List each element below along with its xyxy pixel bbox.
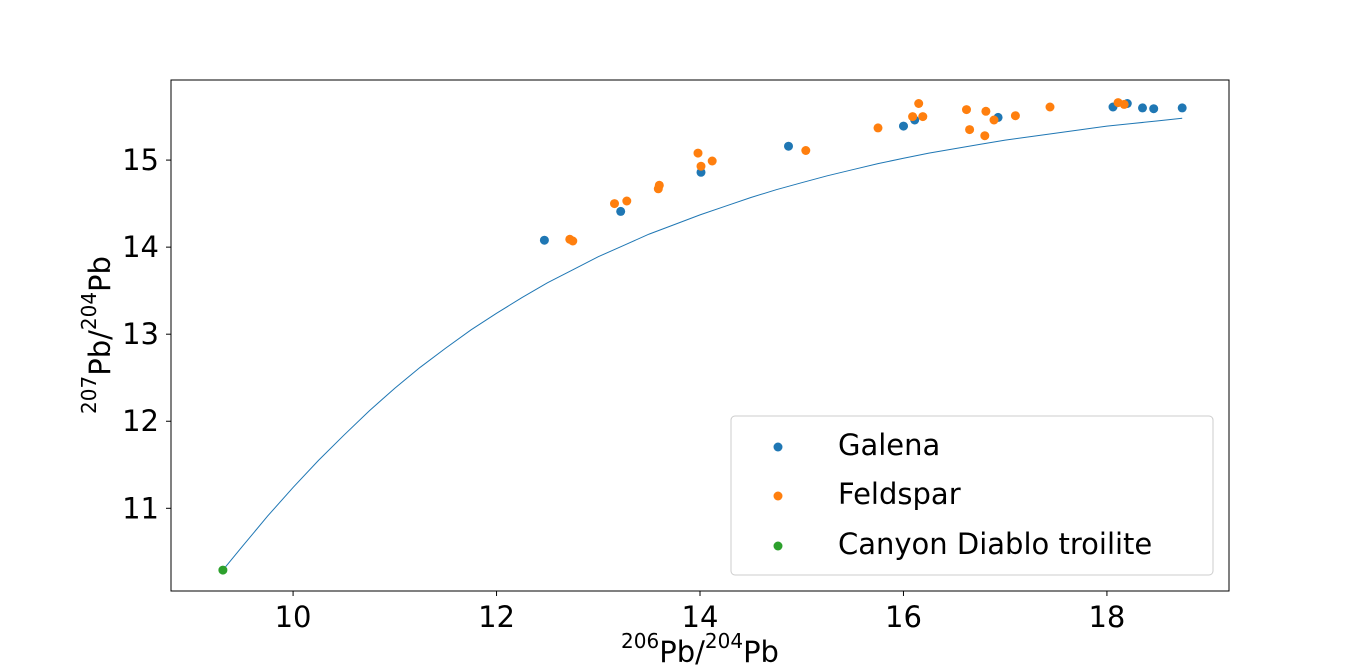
point-feldspar [1119, 99, 1129, 109]
legend-box [730, 415, 1214, 576]
point-galena [1138, 103, 1147, 113]
point-feldspar [622, 196, 632, 206]
x-axis-label-iso-bottom: 204 [705, 629, 743, 653]
point-feldspar [965, 125, 975, 135]
y-tick-label: 14 [122, 230, 159, 264]
y-tick-label: 11 [122, 491, 159, 525]
x-tick-label: 12 [478, 600, 515, 634]
point-feldspar [707, 156, 717, 166]
y-tick-label: 12 [122, 404, 159, 438]
y-axis-label-base-top: Pb/ [83, 330, 117, 376]
point-feldspar [1010, 111, 1020, 121]
curve-layer [222, 117, 1183, 571]
point-feldspar [918, 112, 928, 122]
x-axis-label: 206Pb/204Pb [621, 629, 779, 665]
legend: Galena Feldspar Canyon Diablo troilite [730, 415, 1214, 576]
point-feldspar [610, 199, 619, 209]
x-tick-label: 18 [1088, 600, 1125, 634]
x-tick-label: 16 [885, 600, 922, 634]
legend-label-canyon-diablo-troilite: Canyon Diablo troilite [838, 527, 1152, 561]
y-tick-label: 15 [122, 143, 159, 177]
point-feldspar [914, 99, 924, 108]
legend-marker-galena [773, 442, 783, 452]
point-feldspar [873, 123, 883, 133]
point-galena [1149, 104, 1159, 114]
x-axis-label-iso-top: 206 [621, 629, 659, 653]
point-feldspar [696, 161, 706, 171]
y-axis-ticks: 11 12 13 14 15 [122, 143, 171, 525]
y-axis-label-base-bottom: Pb [83, 256, 117, 292]
points-layer [218, 98, 1187, 575]
point-feldspar [908, 112, 918, 122]
point-feldspar [989, 115, 999, 125]
x-tick-label: 10 [275, 600, 312, 634]
x-axis-label-base-bottom: Pb [743, 635, 779, 665]
x-axis-label-base-top: Pb/ [659, 635, 705, 665]
point-feldspar [654, 180, 664, 190]
legend-label-feldspar: Feldspar [838, 477, 961, 511]
point-feldspar [1045, 102, 1055, 112]
legend-label-galena: Galena [838, 428, 940, 462]
point-feldspar [981, 106, 991, 116]
y-axis-label: 207Pb/204Pb [77, 256, 117, 414]
legend-marker-feldspar [773, 491, 783, 501]
point-feldspar [568, 236, 578, 246]
y-axis-label-iso-bottom: 204 [77, 292, 101, 330]
point-feldspar [962, 105, 971, 115]
legend-marker-canyon-diablo-troilite [773, 541, 783, 551]
x-axis-ticks: 10 12 14 16 18 [275, 591, 1125, 634]
point-galena [784, 141, 793, 151]
point-feldspar [801, 146, 811, 155]
point-feldspar [980, 131, 990, 141]
point-canyon-diablo-troilite [218, 565, 228, 575]
x-tick-label: 14 [682, 600, 719, 634]
point-galena [616, 206, 626, 216]
y-axis-label-iso-top: 207 [77, 376, 101, 414]
point-feldspar [693, 148, 703, 158]
point-galena [539, 235, 549, 245]
point-galena [899, 121, 908, 131]
growth-curve [222, 117, 1183, 571]
y-tick-label: 13 [122, 317, 159, 351]
point-galena [1177, 103, 1187, 113]
